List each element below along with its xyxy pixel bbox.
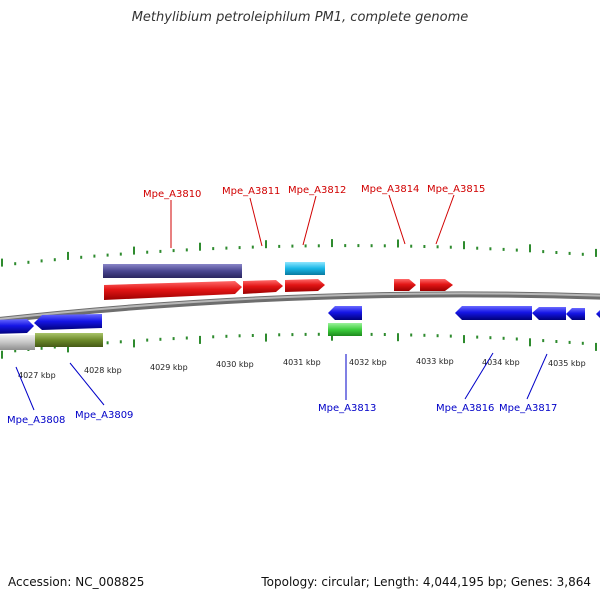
gene-arrow-mpe-a3808[interactable] — [0, 319, 34, 334]
dark-feature-bar — [103, 264, 242, 278]
gene-arrow-edge-right[interactable] — [596, 308, 600, 320]
outer-tick-ring — [1, 239, 597, 267]
gene-arrow-mpe-a3810[interactable] — [104, 281, 242, 300]
green-feature-bar — [328, 323, 362, 336]
gene-arrow-mpe-a3816[interactable] — [455, 306, 532, 320]
gene-arrow-mpe-a3817[interactable] — [532, 307, 566, 320]
callout-line-mpe-a3809 — [69, 362, 105, 406]
scale-label: 4030 kbp — [216, 360, 254, 369]
gene-label-mpe-a3809[interactable]: Mpe_A3809 — [75, 410, 133, 421]
cyan-feature-bar — [285, 262, 325, 275]
genome-backbone-highlight — [0, 292, 600, 320]
gene-arrow-mpe-a3814[interactable] — [394, 279, 416, 291]
gene-arrow-mpe-a3809[interactable] — [34, 314, 102, 330]
accession-text: Accession: NC_008825 — [8, 575, 145, 589]
reverse-callout-lines — [15, 352, 548, 411]
scale-label: 4032 kbp — [349, 358, 387, 367]
scale-label: 4033 kbp — [416, 357, 454, 366]
scale-label: 4034 kbp — [482, 358, 520, 367]
genome-summary-text: Topology: circular; Length: 4,044,195 bp… — [261, 575, 591, 589]
gene-label-mpe-a3815[interactable]: Mpe_A3815 — [427, 184, 485, 195]
scale-label: 4031 kbp — [283, 358, 321, 367]
callout-line-mpe-a3816 — [464, 352, 494, 400]
callout-line-mpe-a3808 — [15, 366, 35, 411]
gene-label-mpe-a3813[interactable]: Mpe_A3813 — [318, 403, 376, 414]
map-title: Methylibium petroleiphilum PM1, complete… — [131, 10, 469, 25]
grey-feature-bar — [0, 335, 35, 350]
scale-label: 4035 kbp — [548, 359, 586, 368]
callout-line-mpe-a3814 — [388, 194, 406, 245]
callout-line-mpe-a3812 — [302, 195, 317, 246]
scale-label: 4027 kbp — [18, 371, 56, 380]
gene-label-mpe-a3811[interactable]: Mpe_A3811 — [222, 186, 280, 197]
callout-line-mpe-a3815 — [435, 194, 455, 245]
scale-labels: 4027 kbp 4028 kbp 4029 kbp 4030 kbp 4031… — [18, 357, 586, 380]
gene-label-mpe-a3814[interactable]: Mpe_A3814 — [361, 184, 419, 195]
gene-arrow-mpe-a3815[interactable] — [420, 279, 453, 291]
reverse-gene-labels: Mpe_A3808 Mpe_A3809 Mpe_A3813 Mpe_A3816 … — [7, 403, 557, 426]
gene-label-mpe-a3817[interactable]: Mpe_A3817 — [499, 403, 557, 414]
olive-feature-bar — [35, 333, 103, 347]
gene-label-mpe-a3808[interactable]: Mpe_A3808 — [7, 415, 65, 426]
forward-gene-labels: Mpe_A3810 Mpe_A3811 Mpe_A3812 Mpe_A3814 … — [143, 184, 485, 200]
gene-label-mpe-a3816[interactable]: Mpe_A3816 — [436, 403, 494, 414]
gene-label-mpe-a3812[interactable]: Mpe_A3812 — [288, 185, 346, 196]
genome-backbone — [0, 291, 600, 323]
scale-label: 4028 kbp — [84, 366, 122, 375]
callout-line-mpe-a3817 — [526, 353, 548, 400]
gene-arrow-mpe-a3811[interactable] — [243, 280, 283, 294]
gene-arrow-small-right[interactable] — [566, 308, 585, 320]
gene-label-mpe-a3810[interactable]: Mpe_A3810 — [143, 189, 201, 200]
gene-arrow-mpe-a3812[interactable] — [285, 279, 325, 292]
scale-label: 4029 kbp — [150, 363, 188, 372]
gene-arrow-mpe-a3813[interactable] — [328, 306, 362, 320]
forward-callout-lines — [170, 194, 455, 248]
callout-line-mpe-a3811 — [249, 197, 263, 247]
